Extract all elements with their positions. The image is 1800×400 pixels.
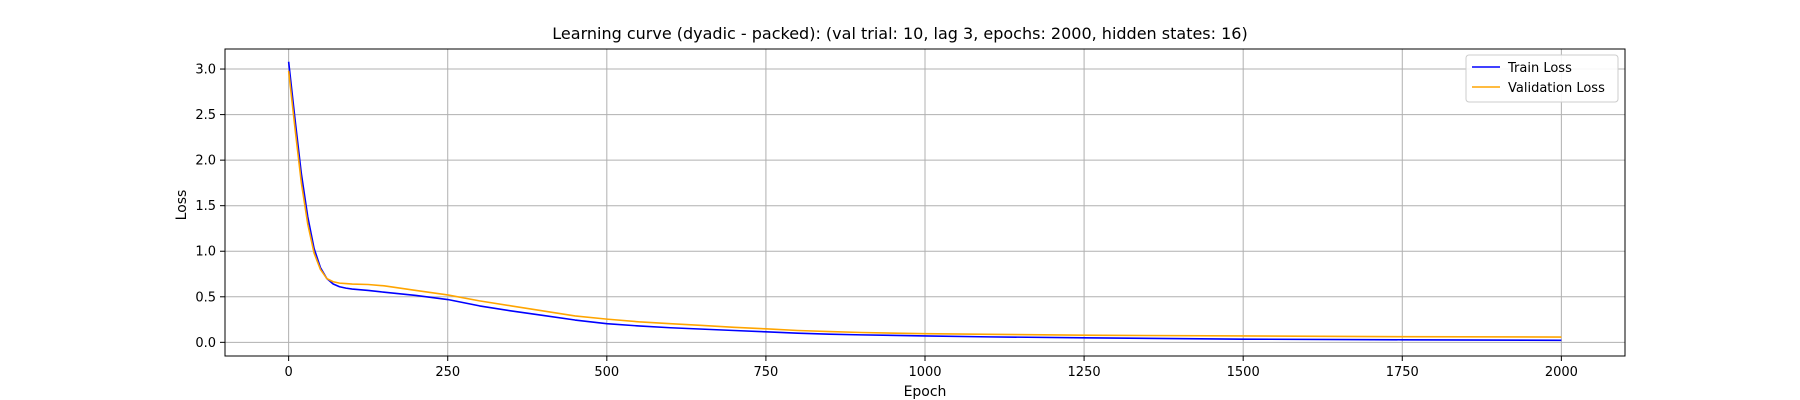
x-tick-label: 500 — [594, 365, 619, 380]
x-tick-label: 750 — [753, 365, 778, 380]
x-tick-label: 1750 — [1386, 365, 1419, 380]
x-tick-label: 1500 — [1227, 365, 1260, 380]
x-tick-label: 2000 — [1545, 365, 1578, 380]
legend-label-validation-loss: Validation Loss — [1508, 81, 1605, 96]
y-tick-label: 0.0 — [195, 336, 216, 351]
y-tick-label: 1.5 — [195, 199, 216, 214]
legend-box — [1465, 54, 1619, 103]
x-tick-label: 1250 — [1068, 365, 1101, 380]
chart-title: Learning curve (dyadic - packed): (val t… — [552, 24, 1247, 43]
x-tick-label: 250 — [435, 365, 460, 380]
y-tick-label: 2.5 — [195, 108, 216, 123]
y-axis-ticks: 0.0 0.5 1.0 1.5 2.0 2.5 3.0 — [195, 63, 225, 351]
grid — [225, 49, 1625, 356]
y-tick-label: 1.0 — [195, 245, 216, 260]
legend-label-train-loss: Train Loss — [1507, 61, 1572, 76]
series-lines — [287, 61, 1562, 342]
y-tick-label: 2.0 — [195, 154, 216, 169]
y-tick-label: 3.0 — [195, 63, 216, 78]
x-axis-ticks: 0 250 500 750 1000 1250 1500 1750 2000 — [284, 356, 1578, 380]
validation-loss-line — [287, 70, 1562, 338]
y-tick-label: 0.5 — [195, 290, 216, 305]
x-axis-label: Epoch — [904, 384, 947, 400]
legend: Train Loss Validation Loss — [1465, 54, 1619, 103]
y-axis-label: Loss — [174, 190, 190, 221]
x-tick-label: 0 — [284, 365, 292, 380]
x-tick-label: 1000 — [908, 365, 941, 380]
